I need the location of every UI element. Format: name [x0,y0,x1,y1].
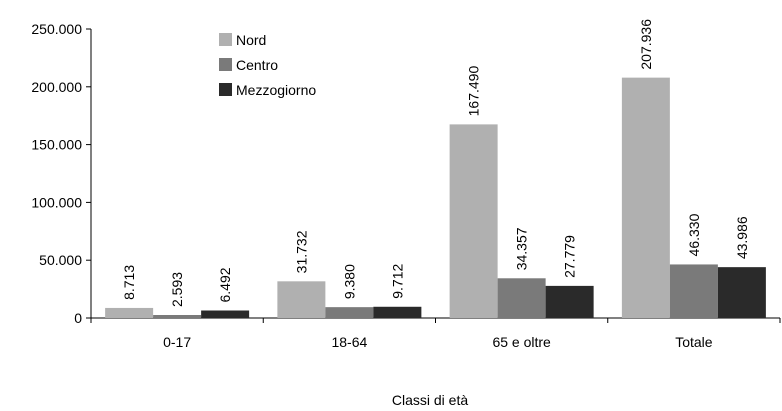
bar [669,264,718,318]
legend-swatch [219,58,232,71]
y-tick-label: 250.000 [31,21,82,37]
bar [325,307,374,318]
data-label: 9.380 [341,264,357,299]
bar [497,278,546,318]
data-label: 9.712 [389,264,405,299]
legend: Nord Centro Mezzogiorno [219,32,316,98]
bar [105,307,154,318]
x-tick-label: 0-17 [163,334,191,350]
data-label: 8.713 [121,265,137,300]
y-tick-label: 100.000 [31,194,82,210]
bar [277,281,326,318]
axes: 0 50.000 100.000 150.000 200.000 250.000 0-17 1… [31,21,781,350]
legend-swatch [219,83,232,96]
data-label: 207.936 [638,19,654,70]
data-label: 6.492 [217,267,233,302]
x-tick-label: 18-64 [331,334,367,350]
data-label: 34.357 [514,227,530,270]
y-tick-label: 0 [74,310,82,326]
data-label: 2.593 [169,272,185,307]
legend-label: Nord [236,32,266,48]
data-label: 31.732 [293,230,309,273]
bar [545,285,594,318]
data-labels: 8.713 2.593 6.492 31.732 9.380 9.712 167.490 34… [121,19,750,307]
data-label: 46.330 [686,213,702,256]
legend-label: Centro [236,57,278,73]
bar [717,267,766,318]
y-tick-label: 50.000 [39,252,82,268]
y-tick-label: 150.000 [31,137,82,153]
data-label: 167.490 [466,66,482,117]
x-tick-label: Totale [675,334,713,350]
x-tick-label: 65 e oltre [492,334,551,350]
bar [153,315,202,318]
bar [621,77,670,319]
y-tick-label: 200.000 [31,79,82,95]
data-label: 27.779 [562,235,578,278]
bars [105,77,766,319]
legend-label: Mezzogiorno [236,82,316,98]
data-label: 43.986 [734,216,750,259]
bar [449,124,498,318]
legend-swatch [219,33,232,46]
x-axis-title: Classi di età [392,392,468,408]
bar [201,310,250,318]
bar [373,306,422,318]
